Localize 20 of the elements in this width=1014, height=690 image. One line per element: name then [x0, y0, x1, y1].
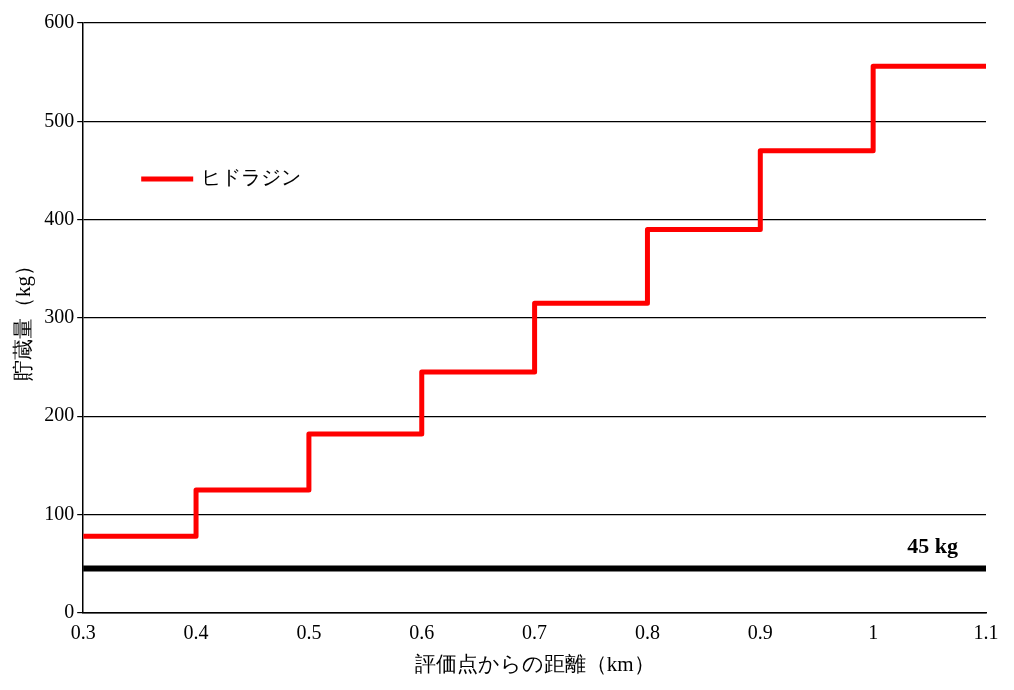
y-tick-label: 500 [44, 108, 75, 131]
legend-label: ヒドラジン [201, 166, 302, 189]
y-tick-label: 200 [44, 403, 75, 426]
x-tick-label: 1 [868, 621, 879, 644]
x-tick-label: 0.6 [409, 621, 435, 644]
x-axis-title: 評価点からの距離（km） [414, 651, 655, 676]
x-tick-label: 1.1 [973, 621, 999, 644]
x-tick-label: 0.7 [522, 621, 548, 644]
x-tick-label: 0.4 [183, 621, 209, 644]
y-tick-label: 100 [44, 501, 75, 524]
x-tick-label: 0.3 [70, 621, 96, 644]
ref-line-label: 45 kg [907, 533, 958, 559]
y-tick-label: 400 [44, 206, 75, 229]
x-tick-label: 0.9 [747, 621, 773, 644]
y-tick-label: 0 [64, 600, 75, 623]
y-tick-label: 300 [44, 305, 75, 328]
y-axis-title: 貯蔵量（kg） [11, 254, 36, 381]
y-tick-label: 600 [44, 10, 75, 33]
x-tick-label: 0.8 [634, 621, 660, 644]
x-tick-label: 0.5 [296, 621, 322, 644]
